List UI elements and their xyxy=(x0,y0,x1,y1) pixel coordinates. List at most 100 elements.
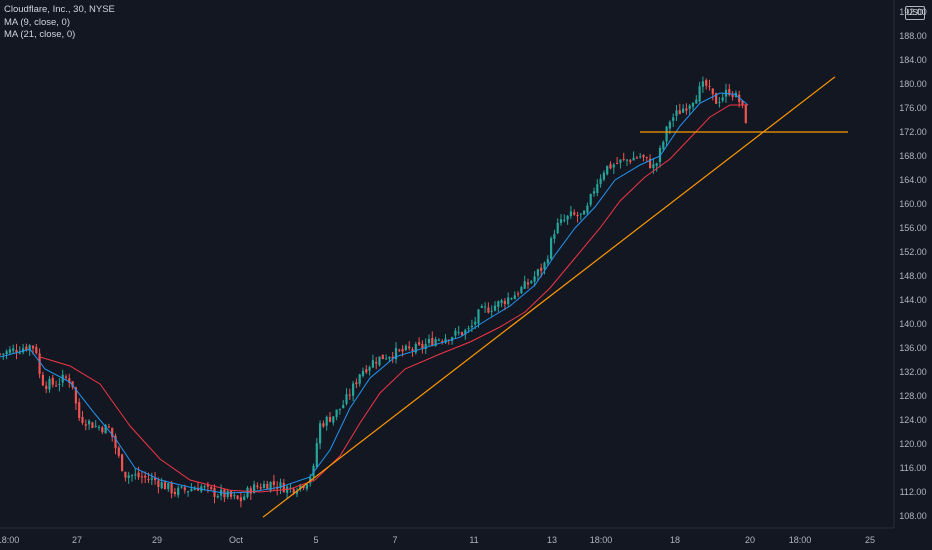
candle-body xyxy=(144,475,147,478)
candle-body xyxy=(441,340,444,342)
price-tick-label: 144.00 xyxy=(899,295,927,305)
candle-body xyxy=(322,423,325,427)
candle-body xyxy=(101,427,104,433)
candle-body xyxy=(487,307,490,313)
candle-body xyxy=(147,479,150,481)
candle-body xyxy=(239,497,242,502)
candle-body xyxy=(140,476,143,478)
candle-body xyxy=(437,339,440,341)
candle-body xyxy=(606,165,609,175)
candle-body xyxy=(319,423,322,444)
candle-body xyxy=(464,329,467,335)
candle-body xyxy=(672,117,675,121)
candle-body xyxy=(566,215,569,220)
candle-body xyxy=(602,172,605,180)
candle-body xyxy=(295,490,299,494)
candle-body xyxy=(114,435,117,449)
ma9-legend[interactable]: MA (9, close, 0) xyxy=(4,16,70,28)
candle-body xyxy=(365,369,368,373)
candle-body xyxy=(18,352,21,354)
price-tick-label: 132.00 xyxy=(899,367,927,377)
candle-body xyxy=(517,293,520,295)
time-axis[interactable]: 18:00 27 29 Oct 5 7 11 13 18:00 18 20 18:00 25 xyxy=(0,535,875,545)
candle-body xyxy=(497,301,500,307)
price-tick-label: 128.00 xyxy=(899,391,927,401)
candle-body xyxy=(507,297,510,305)
candle-body xyxy=(325,416,328,426)
price-tick-label: 116.00 xyxy=(900,463,927,473)
candle-body xyxy=(335,409,338,417)
candle-body xyxy=(137,472,140,478)
candle-body xyxy=(368,367,371,371)
candle-body xyxy=(616,163,619,165)
candle-body xyxy=(381,354,384,360)
candle-body xyxy=(55,385,58,387)
candle-body xyxy=(272,481,275,485)
price-tick-label: 156.00 xyxy=(899,223,927,233)
candle-body xyxy=(596,184,599,193)
symbol-title[interactable]: Cloudflare, Inc., 30, NYSE xyxy=(4,4,115,15)
candle-body xyxy=(721,97,724,101)
candle-body xyxy=(682,108,685,113)
candle-body xyxy=(398,349,401,351)
candle-body xyxy=(592,191,596,194)
candle-body xyxy=(655,163,658,166)
candle-body xyxy=(652,164,655,169)
candle-body xyxy=(236,495,239,499)
candle-body xyxy=(523,281,526,289)
candle-body xyxy=(470,325,473,328)
currency-badge[interactable]: USD xyxy=(905,6,925,20)
candle-body xyxy=(358,374,361,384)
candle-body xyxy=(58,383,61,385)
candle-body xyxy=(190,489,193,492)
time-tick-label: 18:00 xyxy=(0,535,19,545)
candle-body xyxy=(203,486,206,488)
candle-body xyxy=(477,309,480,324)
candle-body xyxy=(262,483,266,488)
candle-body xyxy=(170,482,173,494)
ma21-legend[interactable]: MA (21, close, 0) xyxy=(4,29,76,40)
candle-body xyxy=(213,488,216,497)
candle-body xyxy=(401,349,404,352)
candle-body xyxy=(22,348,25,353)
candle-body xyxy=(378,356,381,366)
candle-body xyxy=(678,110,681,115)
candle-body xyxy=(708,86,711,88)
price-axis[interactable]: 108.00 112.00 116.00 120.00 124.00 128.00 132.… xyxy=(899,7,927,521)
candle-body xyxy=(662,141,665,149)
price-tick-label: 176.00 xyxy=(899,103,927,113)
candle-body xyxy=(28,345,31,351)
candle-body xyxy=(599,178,602,185)
candle-body xyxy=(302,485,305,489)
candle-body xyxy=(15,350,18,353)
drawings-layer[interactable] xyxy=(262,76,848,518)
price-tick-label: 136.00 xyxy=(899,343,927,353)
candle-body xyxy=(338,408,341,410)
candle-body xyxy=(421,343,424,349)
candle-body xyxy=(490,310,493,312)
candle-body xyxy=(345,394,348,404)
candle-body xyxy=(84,424,87,426)
candle-body xyxy=(38,353,41,374)
candle-body xyxy=(121,454,124,472)
candle-body xyxy=(375,361,378,364)
candle-body xyxy=(563,219,566,221)
candle-body xyxy=(444,338,447,343)
candle-body xyxy=(371,360,374,368)
candle-body xyxy=(282,483,285,493)
candle-body xyxy=(348,394,351,396)
candle-body xyxy=(68,378,71,383)
candle-body xyxy=(107,426,110,428)
candle-body xyxy=(533,276,536,282)
candle-body xyxy=(233,495,236,497)
candle-body xyxy=(526,282,530,285)
candle-body xyxy=(5,351,8,355)
support-trendline[interactable] xyxy=(262,76,836,518)
candle-body xyxy=(569,211,572,217)
candle-body xyxy=(457,331,460,333)
price-tick-label: 168.00 xyxy=(899,151,927,161)
price-tick-label: 124.00 xyxy=(899,415,927,425)
candle-body xyxy=(81,416,84,423)
candle-body xyxy=(642,154,645,158)
